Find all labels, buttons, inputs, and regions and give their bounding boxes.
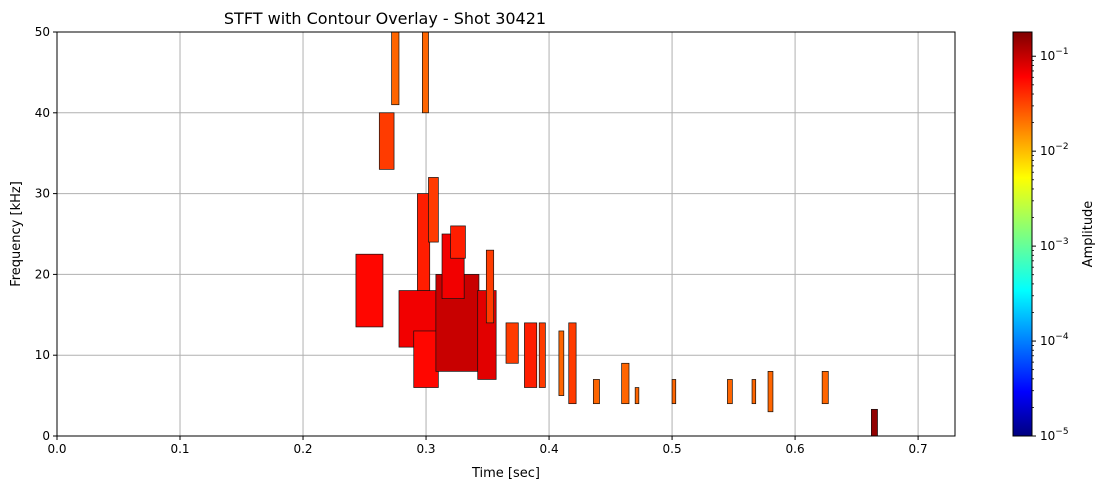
spectrogram-region bbox=[485, 249, 495, 324]
spectrogram-region bbox=[727, 379, 733, 405]
spectrogram-regions bbox=[355, 32, 878, 436]
spectrogram-region bbox=[767, 371, 774, 413]
x-tick-label: 0.2 bbox=[293, 442, 312, 456]
y-tick-label: 10 bbox=[35, 348, 50, 362]
y-axis-label: Frequency [kHz] bbox=[9, 181, 24, 287]
y-axis-ticks: 0 10 20 30 40 50 bbox=[35, 25, 57, 443]
colorbar-tick-label: 10−2 bbox=[1040, 142, 1069, 158]
spectrogram-region bbox=[634, 387, 640, 405]
colorbar-tick-label: 10−4 bbox=[1040, 332, 1069, 348]
spectrogram-region bbox=[391, 32, 400, 106]
spectrogram-region bbox=[871, 408, 878, 436]
spectrogram-region bbox=[558, 330, 565, 396]
spectrogram-region bbox=[621, 362, 630, 405]
spectrogram-region bbox=[671, 379, 677, 405]
spectrogram-region bbox=[751, 379, 757, 405]
spectrogram-region bbox=[505, 322, 519, 364]
x-tick-label: 0.7 bbox=[909, 442, 928, 456]
spectrogram-region bbox=[592, 379, 600, 405]
x-tick-label: 0.5 bbox=[663, 442, 682, 456]
colorbar-tick-label: 10−3 bbox=[1040, 237, 1069, 253]
colorbar-tick-label: 10−1 bbox=[1040, 47, 1069, 63]
x-tick-label: 0.0 bbox=[47, 442, 66, 456]
y-tick-label: 0 bbox=[42, 429, 50, 443]
spectrogram-region bbox=[821, 371, 829, 405]
spectrogram-region bbox=[422, 32, 429, 114]
colorbar bbox=[1012, 31, 1033, 437]
y-tick-label: 40 bbox=[35, 106, 50, 120]
spectrogram-region bbox=[538, 322, 546, 388]
spectrogram-region bbox=[355, 253, 384, 328]
spectrogram-region bbox=[428, 177, 439, 243]
spectrogram-region bbox=[450, 225, 466, 259]
x-axis-label: Time [sec] bbox=[471, 466, 540, 481]
x-tick-label: 0.1 bbox=[170, 442, 189, 456]
spectrogram-region bbox=[413, 330, 439, 388]
spectrogram-region bbox=[524, 322, 538, 388]
x-tick-label: 0.4 bbox=[540, 442, 559, 456]
y-tick-label: 30 bbox=[35, 187, 50, 201]
grid-lines bbox=[57, 32, 955, 436]
y-tick-label: 50 bbox=[35, 25, 50, 39]
x-tick-label: 0.6 bbox=[786, 442, 805, 456]
spectrogram-region bbox=[417, 193, 431, 291]
x-tick-label: 0.3 bbox=[416, 442, 435, 456]
x-axis-ticks: 0.0 0.1 0.2 0.3 0.4 0.5 0.6 0.7 bbox=[47, 436, 928, 456]
spectrogram-region bbox=[378, 112, 395, 170]
y-tick-label: 20 bbox=[35, 267, 50, 281]
plot-frame bbox=[56, 31, 956, 437]
colorbar-ticks: 10−5 10−4 10−3 10−2 10−1 bbox=[1032, 47, 1069, 443]
colorbar-label: Amplitude bbox=[1081, 201, 1096, 268]
spectrogram-region bbox=[568, 322, 577, 405]
colorbar-tick-label: 10−5 bbox=[1040, 427, 1069, 443]
chart-title: STFT with Contour Overlay - Shot 30421 bbox=[224, 9, 546, 28]
